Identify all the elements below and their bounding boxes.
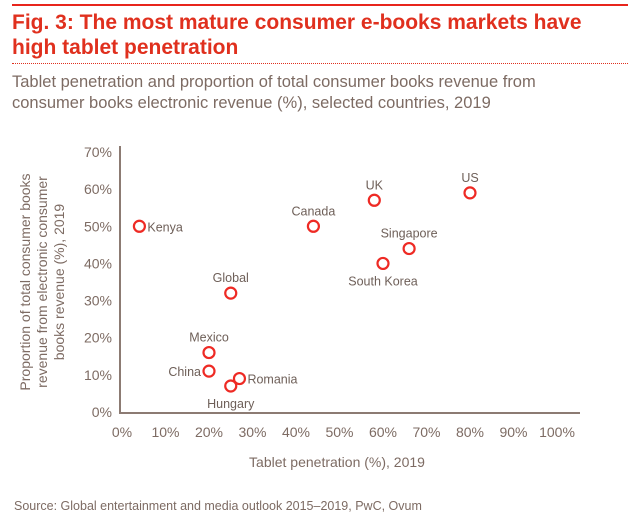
title-divider xyxy=(12,63,628,64)
x-tick-label: 30% xyxy=(238,424,266,440)
data-label-mexico: Mexico xyxy=(189,331,229,345)
y-tick-label: 30% xyxy=(84,293,112,309)
y-tick-label: 40% xyxy=(84,255,112,271)
x-tick-label: 40% xyxy=(282,424,310,440)
data-label-singapore: Singapore xyxy=(381,227,438,241)
data-label-china: China xyxy=(168,365,201,379)
data-label-romania: Romania xyxy=(247,373,297,387)
y-tick-label: 50% xyxy=(84,218,112,234)
x-tick-label: 70% xyxy=(412,424,440,440)
data-label-kenya: Kenya xyxy=(147,220,182,234)
data-label-us: US xyxy=(461,171,478,185)
data-label-global: Global xyxy=(213,271,249,285)
x-tick-label: 60% xyxy=(369,424,397,440)
y-tick-label: 20% xyxy=(84,330,112,346)
y-tick-label: 10% xyxy=(84,367,112,383)
y-axis-title: Proportion of total consumer books revenu… xyxy=(17,173,67,390)
chart-subtitle: Tablet penetration and proportion of tot… xyxy=(12,73,536,112)
y-tick-label: 70% xyxy=(84,144,112,160)
data-point-china xyxy=(202,364,216,378)
data-point-romania xyxy=(232,371,247,386)
chart-title: Fig. 3: The most mature consumer e-books… xyxy=(12,11,582,59)
x-tick-label: 0% xyxy=(112,424,132,440)
data-point-canada xyxy=(306,219,320,233)
data-point-kenya xyxy=(132,219,146,233)
y-tick-label: 60% xyxy=(84,181,112,197)
y-axis-title-line: books revenue (%), 2019 xyxy=(51,204,67,361)
data-point-mexico xyxy=(202,345,216,360)
data-point-uk xyxy=(367,193,381,207)
data-point-hungary xyxy=(224,379,238,393)
x-axis-title: Tablet penetration (%), 2019 xyxy=(249,454,425,470)
x-tick-label: 20% xyxy=(195,424,223,440)
data-label-south-korea: South Korea xyxy=(348,274,418,288)
data-point-us xyxy=(463,186,477,200)
y-axis-title-line: revenue from electronic consumer xyxy=(34,176,50,388)
y-axis-title-line: Proportion of total consumer books xyxy=(17,173,33,390)
y-tick-label: 0% xyxy=(92,404,112,420)
top-rule xyxy=(12,4,628,6)
x-tick-label: 50% xyxy=(325,424,353,440)
data-point-south-korea xyxy=(376,256,390,271)
data-label-canada: Canada xyxy=(292,204,336,218)
source-note: Source: Global entertainment and media o… xyxy=(14,499,422,513)
x-tick-label: 100% xyxy=(539,424,575,440)
data-label-hungary: Hungary xyxy=(207,397,255,411)
x-tick-label: 80% xyxy=(456,424,484,440)
data-point-global xyxy=(224,286,238,300)
x-tick-label: 90% xyxy=(499,424,527,440)
data-label-uk: UK xyxy=(366,178,384,192)
data-point-singapore xyxy=(402,241,416,256)
x-tick-label: 10% xyxy=(151,424,179,440)
